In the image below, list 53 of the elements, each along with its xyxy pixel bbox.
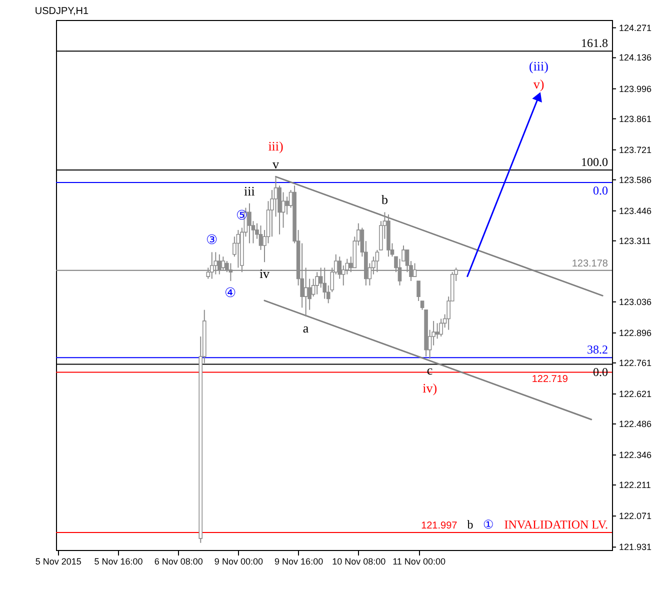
x-tick-label: 9 Nov 00:00 <box>214 556 263 566</box>
annotation: v <box>272 156 280 172</box>
y-tick-label: 122.486 <box>619 418 652 429</box>
annotation: ③ <box>206 232 218 248</box>
y-tick-label: 122.071 <box>619 511 652 522</box>
annotation: 0.0 <box>593 183 608 198</box>
candlestick <box>435 322 440 340</box>
chart-title: USDJPY,H1 <box>34 6 90 17</box>
y-tick-label: 123.996 <box>619 84 652 94</box>
candlestick <box>439 318 443 337</box>
candlestick <box>285 196 289 215</box>
annotation: b <box>381 192 388 208</box>
annotation: iv <box>259 266 270 282</box>
y-tick-label: 123.446 <box>619 206 652 216</box>
x-tick-label: 6 Nov 08:00 <box>154 556 203 566</box>
y-tick-label: 123.311 <box>619 236 651 246</box>
y-tick-label: 123.586 <box>619 174 652 185</box>
annotation: ⑤ <box>236 208 248 223</box>
y-tick-label: 123.861 <box>619 114 652 124</box>
x-tick-label: 9 Nov 16:00 <box>274 556 324 566</box>
y-tick-label: 123.036 <box>619 296 652 307</box>
y-tick-label: 122.621 <box>619 388 652 399</box>
candlestick <box>236 229 240 268</box>
y-tick-label: 124.136 <box>619 52 652 63</box>
annotation: b <box>467 517 474 532</box>
annotation: 38.2 <box>587 342 608 357</box>
annotation: iii) <box>268 138 284 154</box>
ref-line-label: 122.719 <box>532 374 568 386</box>
annotation: ④ <box>224 285 237 300</box>
y-tick-label: 124.271 <box>619 22 652 33</box>
y-tick-label: 122.761 <box>619 358 652 368</box>
y-tick-label: 121.931 <box>619 542 652 552</box>
annotation: iv) <box>422 380 438 396</box>
x-tick-label: 5 Nov 16:00 <box>94 556 143 566</box>
annotation: v) <box>533 76 544 92</box>
annotation: (iii) <box>528 58 548 74</box>
y-tick-label: 122.211 <box>619 480 651 490</box>
annotation: 100.0 <box>581 155 608 170</box>
x-tick-label: 10 Nov 08:00 <box>332 556 386 566</box>
x-tick-label: 5 Nov 2015 <box>35 556 82 566</box>
y-tick-label: 122.346 <box>619 450 652 460</box>
candlestick <box>281 192 286 228</box>
y-tick-label: 123.721 <box>619 144 652 155</box>
annotation: iii <box>244 183 256 198</box>
annotation: ① <box>483 517 494 532</box>
candlestick <box>248 202 252 244</box>
annotation: 161.8 <box>581 36 608 50</box>
y-tick-label: 122.896 <box>619 328 652 338</box>
ref-line-label: 121.997 <box>421 520 458 532</box>
annotation: a <box>302 320 309 336</box>
ref-line-label: 123.178 <box>572 258 608 270</box>
annotation: INVALIDATION LV. <box>504 517 608 532</box>
x-tick-label: 11 Nov 00:00 <box>392 556 446 566</box>
